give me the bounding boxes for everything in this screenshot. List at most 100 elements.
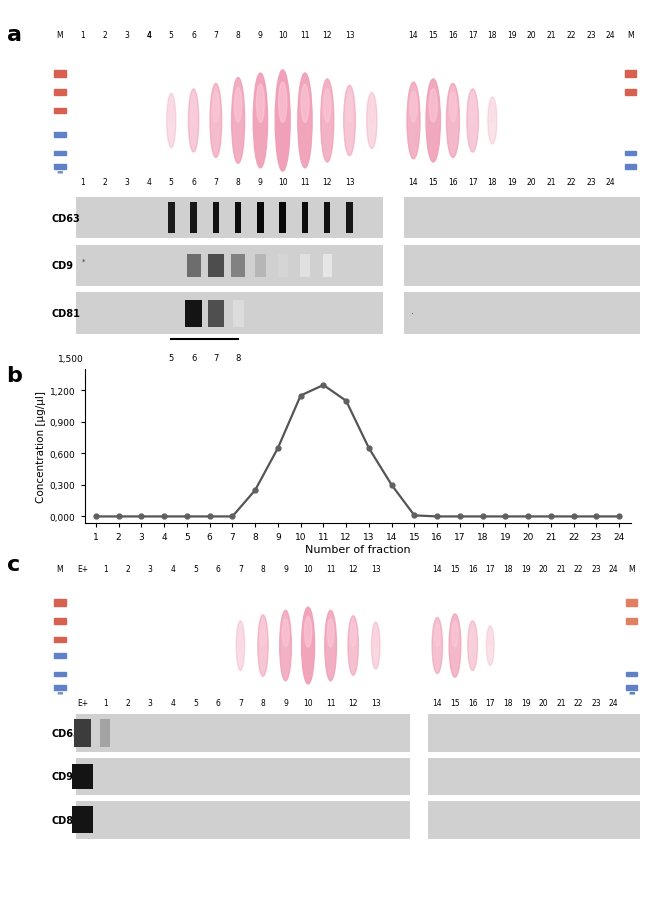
Text: 14: 14 [432,565,442,574]
Text: 23: 23 [586,31,596,40]
Text: 2: 2 [125,565,130,574]
Text: 20: 20 [527,178,537,187]
Text: 24: 24 [609,698,619,707]
Text: 24: 24 [609,565,619,574]
Text: 3: 3 [124,178,129,187]
Text: 16: 16 [468,698,477,707]
Text: 7: 7 [213,354,218,363]
Text: 4: 4 [146,178,151,187]
Text: 21: 21 [556,565,566,574]
Text: 8: 8 [236,178,240,187]
Text: 21: 21 [556,698,566,707]
Text: 15: 15 [450,698,460,707]
Text: 1,500: 1,500 [58,354,84,364]
Text: 5: 5 [169,31,174,40]
Text: 20: 20 [538,698,548,707]
Text: 4: 4 [146,31,151,40]
Text: E+: E+ [77,698,88,707]
Text: M: M [628,565,635,574]
Text: 9: 9 [283,565,288,574]
Text: 19: 19 [507,31,517,40]
Text: 6: 6 [191,31,196,40]
Text: 1: 1 [103,698,107,707]
Text: 2: 2 [102,31,107,40]
Text: 22: 22 [567,31,576,40]
Text: 21: 21 [547,178,556,187]
Text: M: M [57,565,63,574]
Text: 12: 12 [348,698,358,707]
Text: a: a [6,25,21,45]
Text: 3: 3 [124,31,129,40]
Text: 24: 24 [606,178,616,187]
Text: 7: 7 [213,178,218,187]
Text: 22: 22 [567,178,576,187]
Text: E+: E+ [77,565,88,574]
Text: 1: 1 [103,565,107,574]
Text: 8: 8 [235,354,240,363]
Text: 4: 4 [170,565,176,574]
Text: 10: 10 [278,178,287,187]
Text: 13: 13 [344,31,354,40]
Text: 22: 22 [574,698,583,707]
Text: 10: 10 [304,565,313,574]
Text: 14: 14 [432,698,442,707]
Text: 16: 16 [468,565,477,574]
Text: 3: 3 [148,565,153,574]
Text: 11: 11 [300,31,309,40]
Text: 10: 10 [278,31,287,40]
Text: 21: 21 [547,31,556,40]
Text: ▬: ▬ [57,689,63,695]
Text: 8: 8 [261,565,265,574]
Text: 8: 8 [261,698,265,707]
Text: 24: 24 [606,31,616,40]
Text: 23: 23 [592,698,601,707]
Text: c: c [6,555,20,575]
Text: 14: 14 [409,31,419,40]
Text: 15: 15 [450,565,460,574]
Text: 22: 22 [574,565,583,574]
Text: CD63: CD63 [51,213,80,224]
Text: 9: 9 [258,31,263,40]
Text: 3: 3 [148,698,153,707]
Text: CD9: CD9 [51,771,73,782]
Text: 7: 7 [238,565,243,574]
Text: b: b [6,365,22,385]
Text: 4: 4 [170,698,176,707]
Text: 23: 23 [586,178,596,187]
Text: 14: 14 [409,178,419,187]
Text: 23: 23 [592,565,601,574]
Text: 20: 20 [527,31,537,40]
Text: 19: 19 [507,178,517,187]
Text: 11: 11 [326,565,335,574]
Text: 18: 18 [503,565,513,574]
Text: 7: 7 [213,31,218,40]
Text: 10: 10 [304,698,313,707]
Text: 18: 18 [488,178,497,187]
Text: 18: 18 [503,698,513,707]
Text: 5: 5 [169,178,174,187]
Text: 13: 13 [371,565,380,574]
Text: 17: 17 [468,31,478,40]
Text: 13: 13 [344,178,354,187]
Text: 11: 11 [326,698,335,707]
Text: 2: 2 [102,178,107,187]
Text: 1: 1 [80,31,84,40]
Text: 6: 6 [215,565,220,574]
Text: ·: · [411,308,415,319]
Text: 6: 6 [191,354,196,363]
Text: 6: 6 [215,698,220,707]
Text: 17: 17 [486,565,495,574]
Text: M: M [57,31,63,40]
Text: 12: 12 [348,565,358,574]
Text: 18: 18 [488,31,497,40]
Text: *: * [82,259,85,264]
Text: 9: 9 [283,698,288,707]
Text: 20: 20 [538,565,548,574]
Text: CD9: CD9 [51,261,73,272]
Text: 16: 16 [448,31,458,40]
Text: CD81: CD81 [51,815,80,825]
Text: M: M [627,31,634,40]
Text: 16: 16 [448,178,458,187]
Text: 13: 13 [371,698,380,707]
Text: 7: 7 [238,698,243,707]
